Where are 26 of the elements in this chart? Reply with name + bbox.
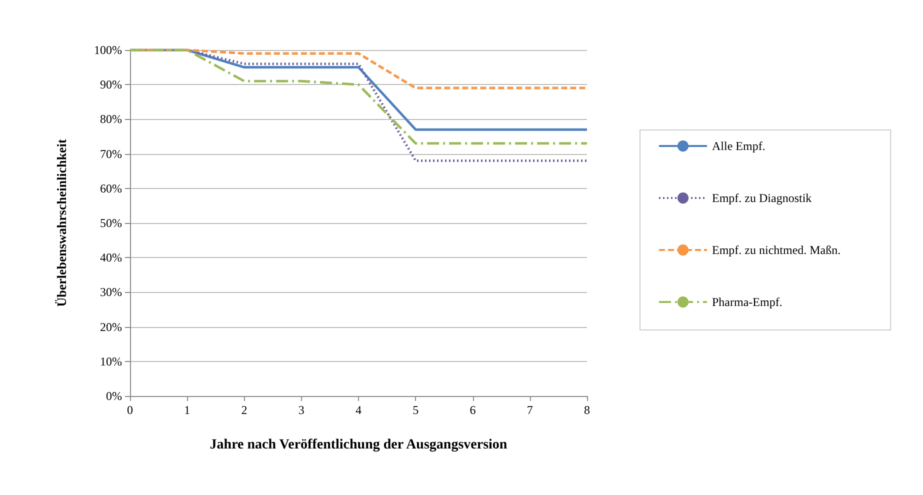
y-tick-label: 70% [100, 146, 122, 161]
x-tick-label: 7 [526, 403, 533, 417]
y-tick-label: 90% [100, 78, 122, 92]
y-axis-title: Überlebenswahrscheinlichkeit [54, 138, 69, 307]
x-tick-label: 4 [356, 403, 362, 417]
y-tick-label: 0% [106, 389, 122, 403]
y-tick-label: 20% [100, 320, 122, 334]
y-tick-label: 10% [100, 354, 122, 368]
y-tick-label: 40% [100, 250, 122, 265]
x-tick-label: 3 [298, 403, 304, 417]
legend-label: Empf. zu Diagnostik [712, 191, 812, 205]
x-axis-title: Jahre nach Veröffentlichung der Ausgangsversion [210, 438, 508, 452]
y-tick-label: 100% [94, 43, 122, 57]
x-tick-label: 2 [241, 403, 248, 417]
x-tick-label: 6 [470, 403, 476, 417]
x-tick-label: 0 [127, 403, 133, 417]
y-tick-label: 80% [100, 112, 122, 126]
y-tick-label: 30% [100, 285, 122, 300]
legend-label: Pharma-Empf. [712, 295, 782, 309]
x-tick-label: 1 [184, 403, 190, 417]
x-tick-label: 8 [584, 403, 590, 417]
legend-label: Empf. zu nichtmed. Maßn. [712, 243, 841, 257]
y-tick-label: 60% [100, 181, 122, 196]
y-tick-label: 50% [100, 216, 122, 230]
legend-label: Alle Empf. [712, 139, 766, 153]
x-tick-label: 5 [412, 403, 419, 417]
